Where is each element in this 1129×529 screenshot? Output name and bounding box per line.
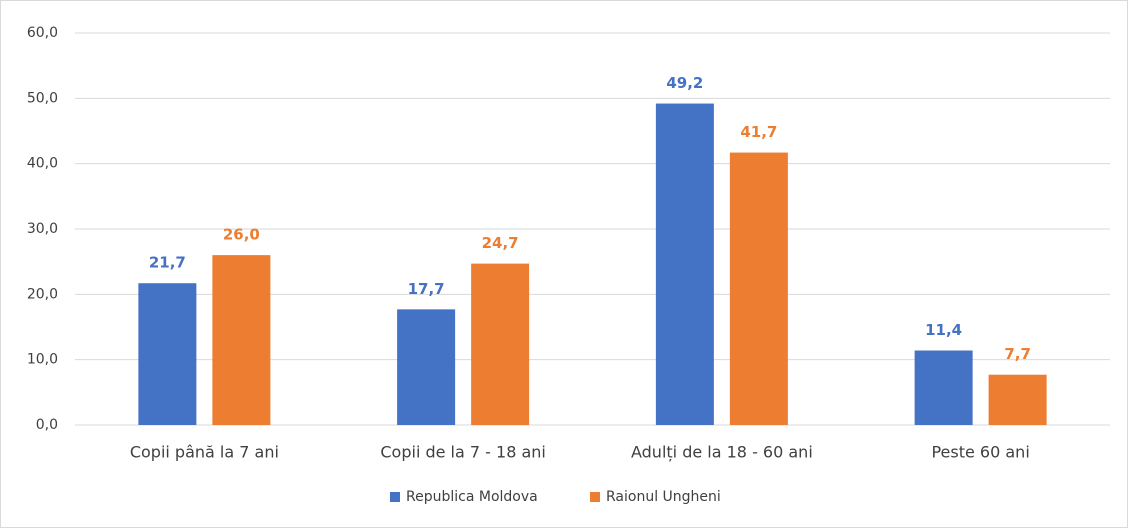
x-tick-label: Peste 60 ani [931,443,1029,462]
bar [138,283,197,425]
y-tick-label: 40,0 [27,156,58,172]
y-tick-label: 30,0 [27,221,58,237]
bar [397,309,456,425]
y-tick-label: 50,0 [27,90,58,106]
bar [729,152,788,425]
y-tick-label: 0,0 [36,417,58,433]
y-tick-label: 10,0 [27,352,58,368]
legend-swatch [590,492,600,502]
value-label: 21,7 [149,254,186,272]
value-label: 49,2 [666,74,703,92]
legend-label: Republica Moldova [406,489,538,505]
x-tick-label: Copii până la 7 ani [130,443,279,462]
value-label: 41,7 [740,123,777,141]
x-tick-label: Adulți de la 18 - 60 ani [631,443,813,462]
y-tick-label: 60,0 [27,25,58,41]
x-tick-label: Copii de la 7 - 18 ani [380,443,545,462]
value-label: 7,7 [1004,345,1031,363]
bar [471,263,530,425]
value-label: 11,4 [925,321,962,339]
value-label: 24,7 [482,234,519,252]
legend-label: Raionul Ungheni [606,489,721,505]
y-tick-label: 20,0 [27,286,58,302]
legend-swatch [390,492,400,502]
bar [914,350,973,425]
bar [212,255,271,425]
bar [655,103,714,425]
value-label: 17,7 [408,280,445,298]
bar [988,374,1047,425]
value-label: 26,0 [223,226,260,244]
